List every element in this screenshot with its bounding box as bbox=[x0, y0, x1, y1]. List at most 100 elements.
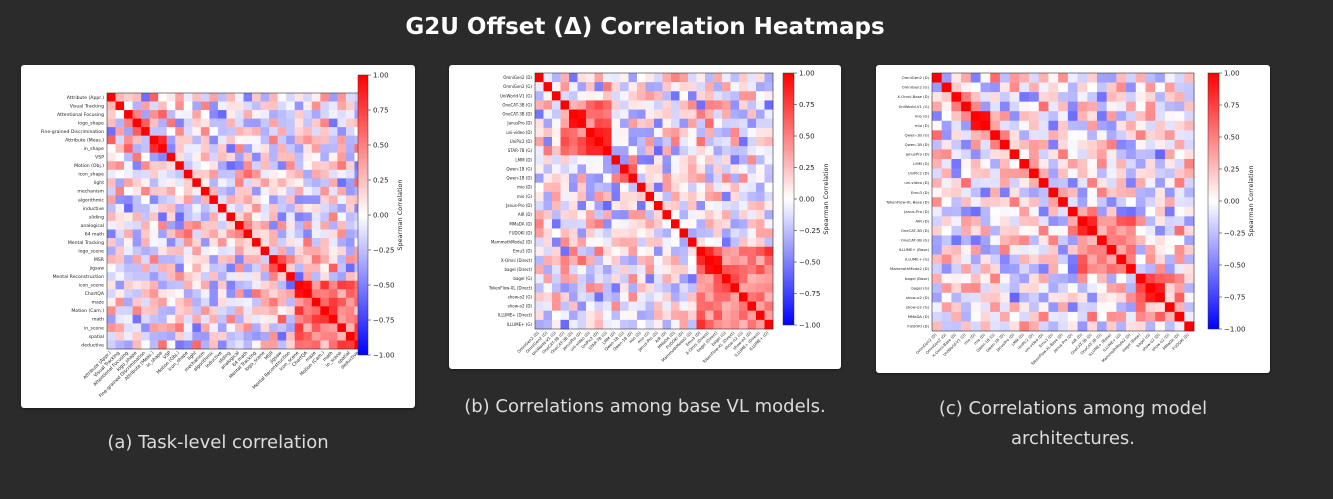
heatmap-cell bbox=[961, 302, 972, 313]
heatmap-cell bbox=[560, 118, 570, 129]
heatmap-cell bbox=[645, 100, 655, 110]
heatmap-cell bbox=[243, 331, 253, 341]
heatmap-cell bbox=[747, 292, 757, 302]
heatmap-cell bbox=[713, 237, 723, 248]
heatmap-cell bbox=[149, 212, 159, 222]
heatmap-cell bbox=[1184, 311, 1195, 322]
heatmap-cell bbox=[115, 289, 125, 299]
heatmap-cell bbox=[235, 340, 244, 350]
heatmap-cell bbox=[124, 161, 133, 171]
heatmap-cell bbox=[586, 319, 595, 330]
heatmap-cell bbox=[662, 146, 672, 156]
heatmap-cell bbox=[941, 120, 952, 131]
heatmap-cell bbox=[269, 263, 278, 273]
heatmap-cell bbox=[320, 93, 330, 102]
heatmap-cell bbox=[1029, 264, 1040, 274]
heatmap-cell bbox=[286, 101, 296, 111]
heatmap-cell bbox=[1058, 178, 1069, 188]
heatmap-cell bbox=[107, 127, 116, 136]
heatmap-cell bbox=[961, 311, 972, 322]
heatmap-cell bbox=[1126, 82, 1137, 93]
heatmap-cell bbox=[705, 127, 714, 138]
heatmap-cell bbox=[235, 212, 244, 222]
heatmap-cell bbox=[1106, 283, 1117, 294]
heatmap-cell bbox=[730, 210, 740, 220]
heatmap-cell bbox=[311, 314, 321, 324]
heatmap-cell bbox=[1106, 159, 1117, 169]
heatmap-cell bbox=[1067, 168, 1078, 179]
heatmap-cell bbox=[252, 135, 261, 145]
heatmap-cell bbox=[303, 169, 313, 179]
heatmap-cell bbox=[1145, 187, 1156, 198]
heatmap-cell bbox=[1106, 111, 1117, 122]
heatmap-cell bbox=[560, 274, 570, 284]
heatmap-cell bbox=[764, 201, 774, 211]
heatmap-cell bbox=[115, 323, 125, 333]
heatmap-cell bbox=[628, 201, 638, 211]
heatmap-cell bbox=[115, 340, 125, 350]
heatmap-cell bbox=[739, 201, 748, 211]
heatmap-cell bbox=[980, 197, 991, 208]
heatmap-cell bbox=[932, 273, 942, 284]
heatmap-cell bbox=[243, 101, 253, 111]
heatmap-cell bbox=[1184, 245, 1195, 255]
heatmap-cell bbox=[166, 212, 176, 222]
heatmap-cell bbox=[645, 265, 655, 275]
heatmap-cell bbox=[124, 101, 133, 111]
heatmap-cell bbox=[1048, 235, 1059, 246]
heatmap-cell bbox=[1184, 139, 1195, 150]
colorbar-label: Spearman Correlation bbox=[1247, 165, 1255, 236]
heatmap-cell bbox=[705, 100, 714, 110]
colorbar-tick-label: 0.25 bbox=[799, 164, 815, 172]
heatmap-cell bbox=[671, 283, 680, 293]
heatmap-cell bbox=[1174, 149, 1185, 160]
heatmap-cell bbox=[628, 109, 638, 120]
heatmap-cell bbox=[1106, 206, 1117, 217]
heatmap-cell bbox=[269, 118, 278, 128]
heatmap-cell bbox=[149, 161, 159, 171]
heatmap-cell bbox=[1155, 273, 1166, 284]
heatmap-cell bbox=[1164, 264, 1175, 274]
heatmap-cell bbox=[628, 164, 638, 174]
heatmap-cell bbox=[730, 137, 740, 147]
heatmap-cell bbox=[756, 91, 765, 101]
heatmap-cell bbox=[688, 127, 697, 138]
heatmap-cell bbox=[107, 135, 116, 145]
heatmap-cell bbox=[764, 246, 774, 257]
heatmap-cell bbox=[1038, 321, 1049, 332]
heatmap-cell bbox=[1077, 245, 1088, 255]
heatmap-cell bbox=[611, 82, 621, 92]
heatmap-cell bbox=[1058, 216, 1069, 227]
heatmap-cell bbox=[141, 101, 150, 111]
heatmap-cell bbox=[654, 228, 663, 238]
heatmap-cell bbox=[1126, 178, 1137, 188]
heatmap-cell bbox=[226, 306, 236, 316]
heatmap-cell bbox=[611, 237, 621, 248]
y-tick-label: logo_scene bbox=[78, 248, 104, 254]
heatmap-cell bbox=[243, 186, 253, 196]
heatmap-cell bbox=[345, 93, 355, 102]
heatmap-cell bbox=[132, 178, 142, 188]
heatmap-cell bbox=[1106, 321, 1117, 332]
heatmap-cell bbox=[1155, 245, 1166, 255]
heatmap-cell bbox=[662, 201, 672, 211]
heatmap-cell bbox=[586, 91, 595, 101]
heatmap-cell bbox=[552, 73, 561, 83]
heatmap-cell bbox=[1058, 130, 1069, 141]
heatmap-cell bbox=[192, 263, 202, 273]
heatmap-cell bbox=[149, 323, 159, 333]
heatmap-cell bbox=[209, 297, 219, 307]
heatmap-cell bbox=[158, 297, 168, 307]
heatmap-cell bbox=[175, 246, 185, 256]
heatmap-cell bbox=[1184, 111, 1195, 122]
heatmap-cell bbox=[192, 229, 202, 239]
heatmap-cell bbox=[970, 159, 981, 169]
heatmap-cell bbox=[1184, 92, 1195, 102]
heatmap-cell bbox=[552, 100, 561, 110]
heatmap-cell bbox=[999, 302, 1010, 313]
heatmap-cell bbox=[679, 146, 689, 156]
heatmap-cell bbox=[577, 146, 587, 156]
heatmap-cell bbox=[183, 306, 193, 316]
heatmap-cell bbox=[722, 237, 731, 248]
heatmap-cell bbox=[1135, 130, 1146, 141]
